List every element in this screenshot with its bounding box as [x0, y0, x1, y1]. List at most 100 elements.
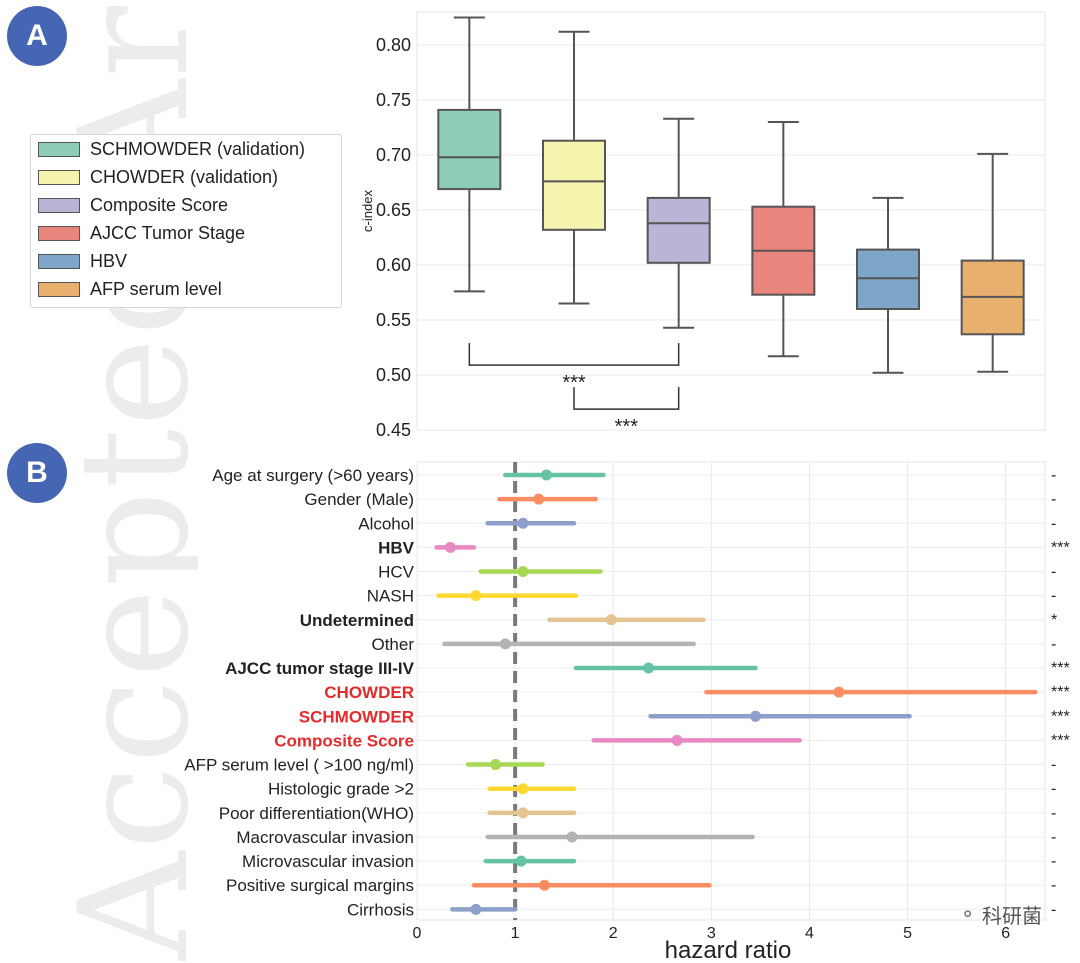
x-tick-label: 3 — [707, 925, 716, 942]
y-tick-label: 0.45 — [376, 420, 411, 440]
hazard-ratio-point — [517, 783, 529, 795]
significance-marker: - — [1051, 636, 1056, 653]
row-label: CHOWDER — [324, 683, 414, 702]
x-tick-label: 2 — [609, 925, 618, 942]
row-label: AJCC tumor stage III-IV — [225, 659, 415, 678]
significance-marker: - — [1051, 829, 1056, 846]
significance-marker: *** — [1051, 708, 1070, 725]
significance-marker: - — [1051, 853, 1056, 870]
legend-label: CHOWDER (validation) — [90, 166, 279, 187]
significance-marker: *** — [1051, 732, 1070, 749]
y-tick-label: 0.80 — [376, 35, 411, 55]
x-tick-label: 6 — [1001, 925, 1010, 942]
legend-swatch — [38, 253, 80, 269]
panel-a-badge: A — [7, 6, 67, 66]
credit-text: 科研菌 — [982, 906, 1042, 928]
hazard-ratio-point — [541, 469, 553, 481]
row-label: Other — [371, 635, 414, 654]
box-iqr — [542, 139, 606, 231]
legend-item: SCHMOWDER (validation) — [31, 135, 341, 163]
hazard-ratio-point — [533, 493, 545, 505]
row-label: Poor differentiation(WHO) — [219, 804, 414, 823]
x-tick-label: 4 — [805, 925, 814, 942]
legend-label: AJCC Tumor Stage — [90, 222, 246, 243]
significance-marker: - — [1051, 901, 1056, 918]
x-axis-label: hazard ratio — [665, 937, 792, 963]
significance-marker: *** — [1051, 684, 1070, 701]
row-label: Positive surgical margins — [226, 876, 414, 895]
hazard-ratio-point — [490, 759, 501, 771]
hazard-ratio-point — [566, 831, 578, 843]
row-label: NASH — [367, 587, 414, 606]
legend-item: Composite Score — [31, 191, 341, 219]
significance-marker: - — [1051, 781, 1056, 798]
legend-item: CHOWDER (validation) — [31, 163, 341, 191]
hazard-ratio-point — [515, 855, 527, 867]
wechat-icon: ⚬ — [959, 904, 976, 926]
hazard-ratio-point — [833, 686, 845, 698]
box-iqr — [437, 108, 502, 191]
legend-swatch — [38, 225, 80, 241]
hazard-ratio-point — [517, 566, 529, 578]
y-tick-label: 0.55 — [376, 310, 411, 330]
row-label: Undetermined — [300, 611, 414, 630]
hazard-ratio-point — [444, 541, 456, 553]
legend-swatch — [38, 169, 80, 185]
source-credit: ⚬ 科研菌 — [959, 900, 1042, 929]
chart-legend: SCHMOWDER (validation) CHOWDER (validatio… — [30, 134, 342, 308]
significance-marker: *** — [1051, 539, 1070, 556]
y-tick-label: 0.60 — [376, 255, 411, 275]
significance-marker: - — [1051, 757, 1056, 774]
hazard-ratio-point — [750, 710, 762, 722]
significance-bracket — [573, 387, 680, 410]
box-iqr — [646, 196, 711, 264]
row-label: Composite Score — [274, 731, 414, 750]
row-label: Macrovascular invasion — [236, 828, 414, 847]
significance-bracket — [468, 343, 680, 366]
row-label: SCHMOWDER — [299, 707, 414, 726]
legend-item: HBV — [31, 247, 341, 275]
significance-marker: - — [1051, 491, 1056, 508]
hazard-ratio-point — [499, 638, 511, 650]
x-tick-label: 5 — [903, 925, 912, 942]
row-label: HBV — [378, 538, 415, 557]
significance-marker: - — [1051, 515, 1056, 532]
hazard-ratio-point — [470, 590, 482, 602]
panel-b-forest-plot: 0 1 2 3 4 5 6 Age at surgery (>60 years) - Gender… — [184, 461, 1070, 963]
significance-marker: - — [1051, 588, 1056, 605]
y-tick-label: 0.65 — [376, 200, 411, 220]
hazard-ratio-point — [671, 734, 683, 746]
box-iqr — [856, 248, 920, 311]
row-label: Microvascular invasion — [242, 852, 414, 871]
legend-item: AFP serum level — [31, 275, 341, 303]
y-tick-label: 0.70 — [376, 145, 411, 165]
panel-a-boxplot: 0.45 0.50 0.55 0.60 0.65 0.70 0.75 0.80 *** *** c-… — [360, 11, 1046, 440]
significance-marker: * — [1051, 612, 1057, 629]
x-tick-label: 1 — [511, 925, 520, 942]
row-label: AFP serum level ( >100 ng/ml) — [184, 756, 414, 775]
significance-label: *** — [615, 416, 639, 438]
legend-label: AFP serum level — [90, 278, 222, 299]
hazard-ratio-point — [539, 879, 551, 891]
row-label: Histologic grade >2 — [268, 780, 414, 799]
hazard-ratio-point — [517, 517, 529, 529]
significance-marker: - — [1051, 805, 1056, 822]
legend-label: HBV — [90, 250, 128, 271]
y-tick-label: 0.50 — [376, 365, 411, 385]
hazard-ratio-point — [643, 662, 655, 674]
y-axis-label: c-index — [360, 190, 375, 232]
legend-label: Composite Score — [90, 194, 229, 215]
legend-swatch — [38, 281, 80, 297]
significance-label: *** — [562, 372, 586, 394]
legend-swatch — [38, 197, 80, 213]
x-tick-label: 0 — [413, 925, 422, 942]
plot-area-a — [416, 11, 1046, 431]
panel-b-badge: B — [7, 443, 67, 503]
row-label: Age at surgery (>60 years) — [212, 466, 414, 485]
legend-item: AJCC Tumor Stage — [31, 219, 341, 247]
legend-swatch — [38, 141, 80, 157]
hazard-ratio-point — [470, 903, 482, 915]
row-label: Alcohol — [358, 514, 414, 533]
hazard-ratio-point — [517, 807, 529, 819]
